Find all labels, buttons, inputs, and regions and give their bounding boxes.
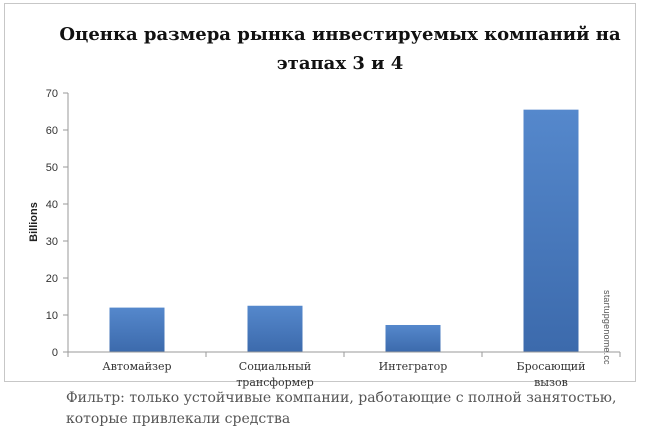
watermark: startupgenome.cc [602, 290, 612, 365]
x-tick-label: вызов [534, 376, 568, 389]
y-axis-label: Billions [28, 202, 40, 242]
x-tick-label: Автомайзер [102, 360, 171, 373]
filter-caption: Фильтр: только устойчивые компании, рабо… [66, 390, 617, 427]
y-tick-label: 50 [46, 162, 58, 174]
bar [385, 324, 441, 352]
x-tick-label: Социальный [239, 360, 311, 373]
y-tick-label: 40 [46, 199, 58, 211]
y-axis: 0 10 20 30 40 50 60 70 [46, 88, 69, 359]
x-axis: Автомайзер Социальный трансформер Интеграто… [67, 351, 621, 389]
x-tick-label: Бросающий [517, 360, 586, 373]
x-tick-label: трансформер [236, 376, 314, 389]
chart-title-line-1: Оценка размера рынка инвестируемых компа… [59, 24, 621, 45]
y-tick-label: 30 [46, 236, 58, 248]
x-tick-label: Интегратор [379, 360, 448, 373]
y-tick-label: 20 [46, 273, 58, 285]
bar [109, 307, 165, 352]
chart-title: Оценка размера рынка инвестируемых компа… [40, 20, 640, 78]
y-tick-label: 10 [46, 310, 58, 322]
y-tick-label: 0 [52, 347, 58, 359]
bars [109, 109, 579, 353]
bar [523, 109, 579, 353]
y-tick-label: 60 [46, 125, 58, 137]
y-tick-label: 70 [46, 88, 58, 100]
bar [247, 305, 303, 352]
chart-title-line-2: этапах 3 и 4 [276, 53, 404, 74]
